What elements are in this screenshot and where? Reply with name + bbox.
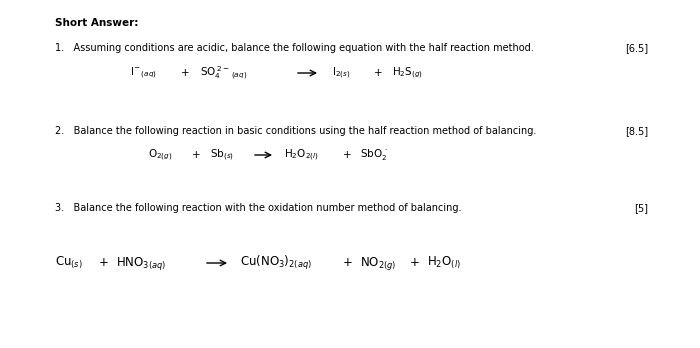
Text: 2.   Balance the following reaction in basic conditions using the half reaction : 2. Balance the following reaction in bas… — [55, 126, 536, 136]
Text: HNO$_{3(aq)}$: HNO$_{3(aq)}$ — [116, 254, 166, 271]
Text: +: + — [343, 150, 351, 160]
Text: Short Answer:: Short Answer: — [55, 18, 139, 28]
Text: Sb$_{(s)}$: Sb$_{(s)}$ — [210, 147, 234, 163]
Text: I$^{-}$$_{\,(aq)}$: I$^{-}$$_{\,(aq)}$ — [130, 65, 157, 81]
Text: 3.   Balance the following reaction with the oxidation number method of balancin: 3. Balance the following reaction with t… — [55, 203, 461, 213]
Text: +: + — [343, 256, 353, 269]
Text: H$_2$S$_{(g)}$: H$_2$S$_{(g)}$ — [392, 65, 423, 81]
Text: [5]: [5] — [634, 203, 648, 213]
Text: 1.   Assuming conditions are acidic, balance the following equation with the hal: 1. Assuming conditions are acidic, balan… — [55, 43, 533, 53]
Text: I$_{2(s)}$: I$_{2(s)}$ — [332, 65, 351, 81]
Text: +: + — [99, 256, 109, 269]
Text: Cu(NO$_3$)$_{2(aq)}$: Cu(NO$_3$)$_{2(aq)}$ — [240, 254, 312, 272]
Text: SbO$_2^{\;\cdot}$: SbO$_2^{\;\cdot}$ — [360, 148, 389, 163]
Text: +: + — [374, 68, 382, 78]
Text: +: + — [192, 150, 200, 160]
Text: SO$_4^{\,2-}$$_{\,(aq)}$: SO$_4^{\,2-}$$_{\,(aq)}$ — [200, 64, 247, 81]
Text: H$_2$O$_{(l)}$: H$_2$O$_{(l)}$ — [427, 255, 461, 271]
Text: +: + — [410, 256, 420, 269]
Text: H$_2$O$_{2(l)}$: H$_2$O$_{2(l)}$ — [284, 147, 319, 163]
Text: NO$_{2(g)}$: NO$_{2(g)}$ — [360, 254, 396, 271]
Text: O$_{2(g)}$: O$_{2(g)}$ — [148, 147, 172, 163]
Text: [8.5]: [8.5] — [625, 126, 648, 136]
Text: [6.5]: [6.5] — [625, 43, 648, 53]
Text: +: + — [181, 68, 189, 78]
Text: Cu$_{(s)}$: Cu$_{(s)}$ — [55, 255, 83, 271]
